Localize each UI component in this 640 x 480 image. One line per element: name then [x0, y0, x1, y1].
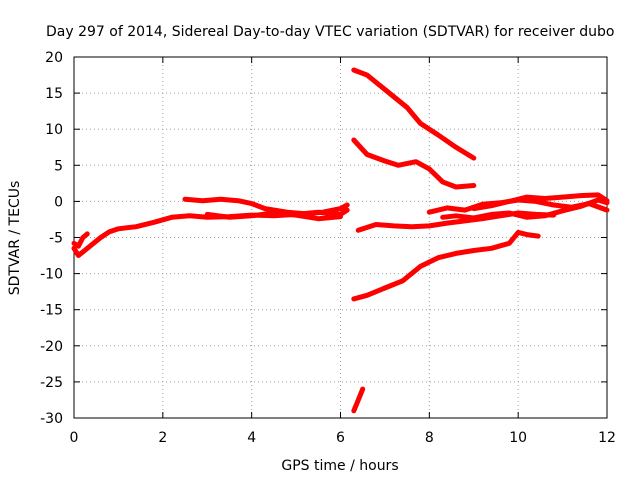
x-tick-label: 0: [70, 430, 79, 446]
data-series: [71, 67, 610, 414]
x-tick-label: 12: [598, 430, 616, 446]
y-tick-label: -15: [40, 303, 63, 319]
series-line-s10: [440, 197, 610, 221]
series-line-s6: [351, 137, 477, 190]
x-tick-label: 10: [509, 430, 527, 446]
series-line-s5: [351, 67, 477, 161]
x-tick-label: 6: [336, 430, 345, 446]
y-tick-label: 5: [54, 158, 63, 174]
y-tick-label: 20: [45, 50, 63, 66]
series-line-s8: [355, 210, 557, 233]
x-tick-label: 2: [158, 430, 167, 446]
series-line-s3: [182, 196, 350, 217]
series-line-s12: [351, 386, 366, 414]
y-tick-label: 15: [45, 86, 63, 102]
x-axis-label: GPS time / hours: [281, 458, 398, 474]
chart-title: Day 297 of 2014, Sidereal Day-to-day VTE…: [46, 24, 614, 40]
x-tick-label: 8: [425, 430, 434, 446]
y-tick-label: 0: [54, 194, 63, 210]
series-line-s2: [71, 231, 90, 249]
grid: [74, 57, 607, 418]
y-axis-label: SDTVAR / TECUs: [7, 181, 23, 296]
series-line-s11: [471, 192, 610, 212]
series-line-s4: [204, 210, 343, 222]
axis-ticks: 0 2 4 6 8 10 12 -30 -25 -20 -15 -10 -5 0 5 10 15 20: [40, 50, 616, 446]
series-line-s7: [351, 229, 541, 302]
y-tick-label: -20: [40, 339, 63, 355]
y-tick-label: -5: [49, 231, 63, 247]
y-tick-label: 10: [45, 122, 63, 138]
y-tick-label: -10: [40, 267, 63, 283]
x-tick-label: 4: [247, 430, 256, 446]
y-tick-label: -25: [40, 375, 63, 391]
y-tick-label: -30: [40, 411, 63, 427]
